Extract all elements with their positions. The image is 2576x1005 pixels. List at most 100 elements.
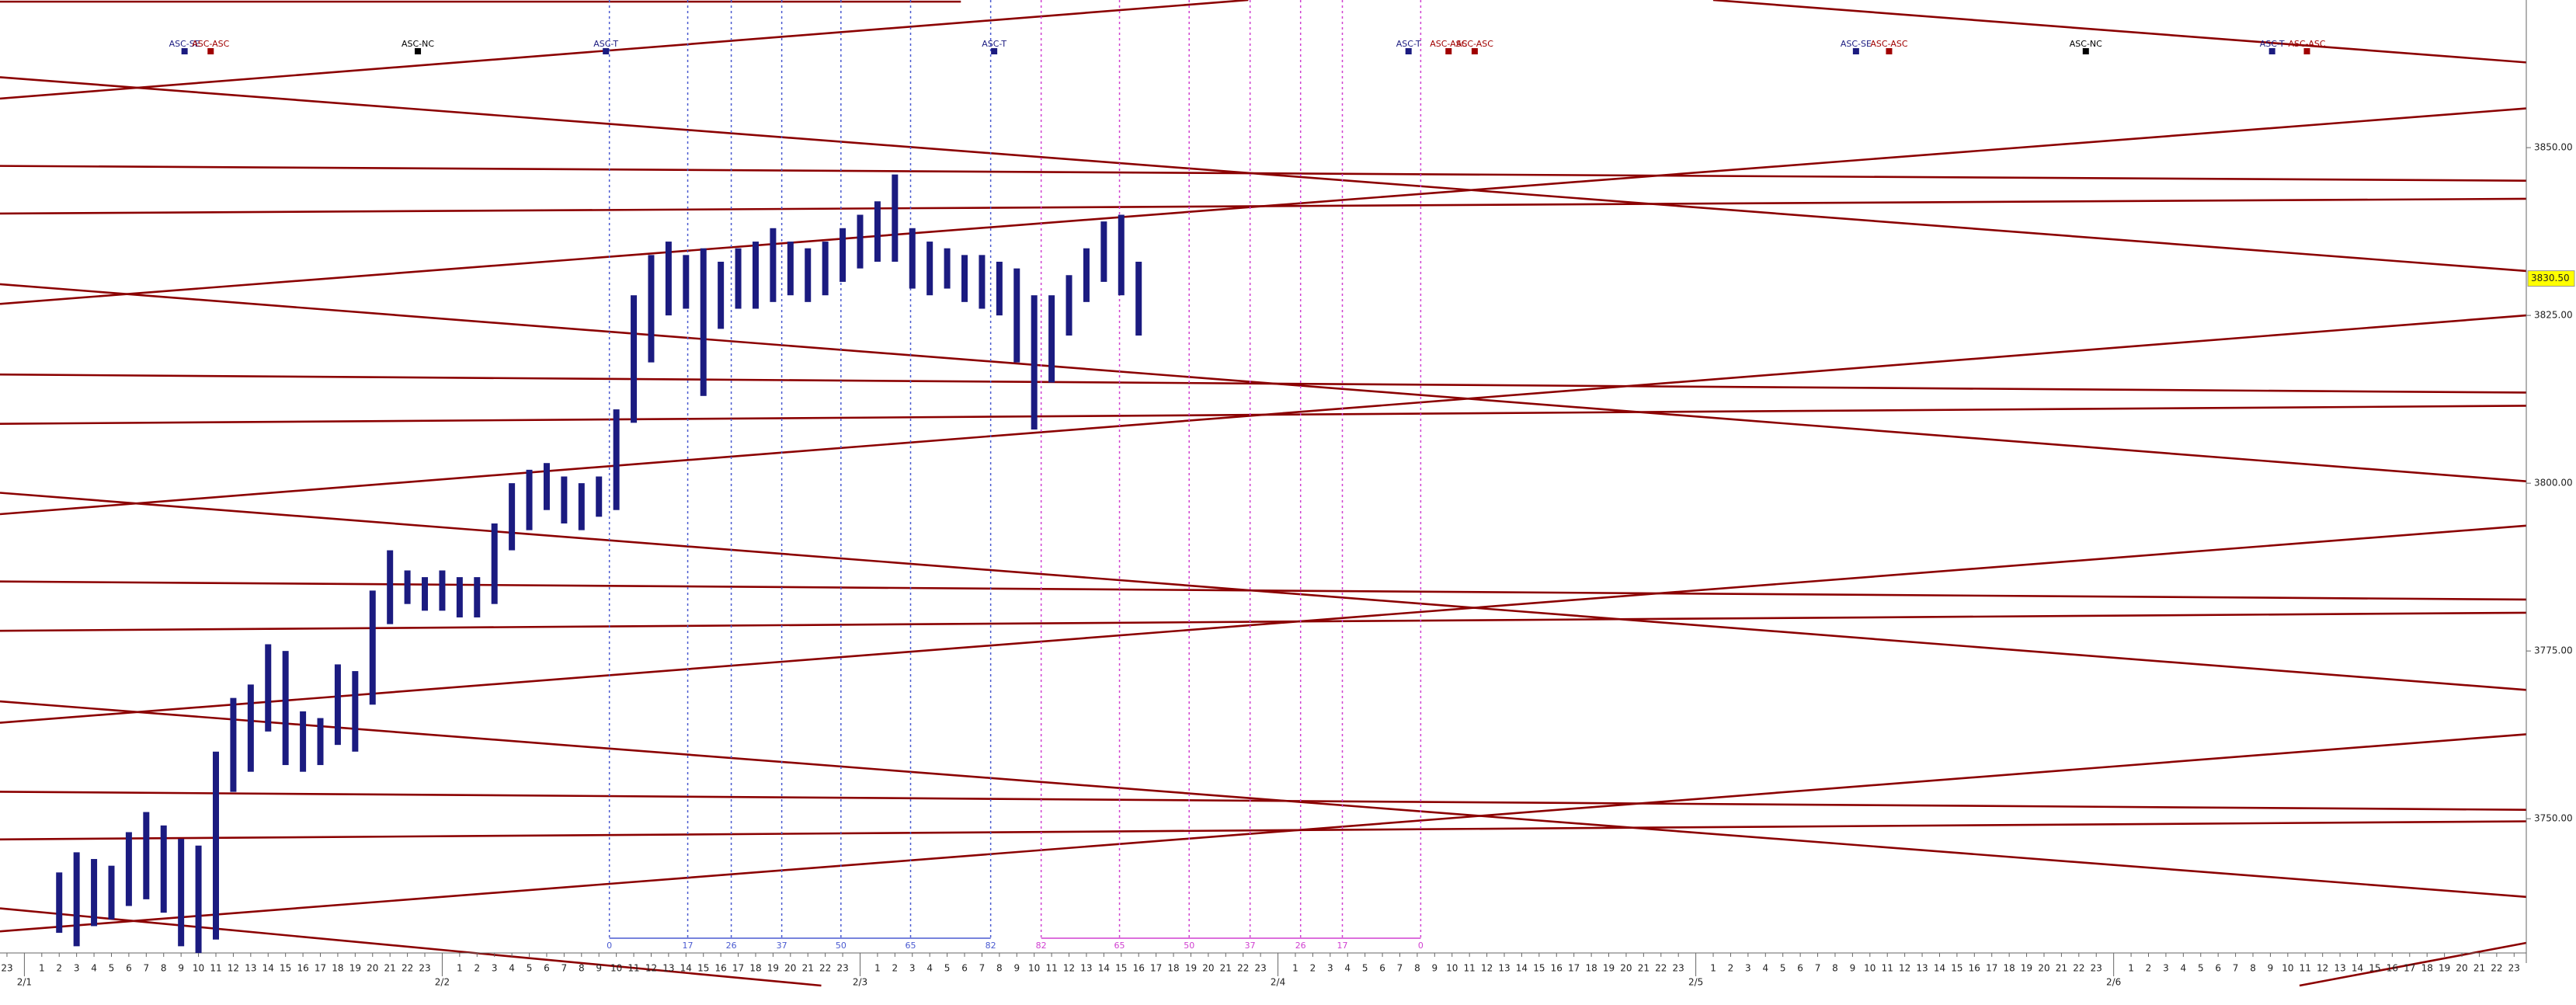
annotation-label: ASC-ASC — [1456, 39, 1493, 49]
y-tick-label: 3750.00 — [2534, 813, 2573, 824]
cycle-label: 26 — [1295, 941, 1306, 951]
x-tick-label: 15 — [1533, 963, 1545, 974]
annotation-marker — [207, 48, 214, 54]
annotation-marker — [415, 48, 422, 54]
trend-line — [0, 611, 2527, 632]
x-tick-label: 22 — [1237, 963, 1249, 974]
x-tick-label: 9 — [2268, 963, 2274, 974]
x-tick-label: 12 — [1063, 963, 1075, 974]
x-tick-label: 3 — [1745, 963, 1751, 974]
x-tick-label: 2 — [1728, 963, 1734, 974]
price-bar — [439, 570, 446, 611]
x-tick-label: 16 — [1133, 963, 1145, 974]
price-bar — [857, 214, 864, 269]
x-tick-label: 22 — [819, 963, 831, 974]
price-bar — [212, 751, 219, 940]
x-tick-label: 7 — [1397, 963, 1403, 974]
cycle-label: 17 — [1337, 941, 1348, 951]
price-bar — [892, 174, 899, 262]
x-tick-label: 10 — [1864, 963, 1876, 974]
annotation-label: ASC-NC — [402, 39, 434, 49]
trend-line — [0, 700, 2527, 899]
price-bar — [1100, 221, 1107, 282]
price-bar — [509, 483, 516, 551]
price-bar — [1118, 214, 1125, 296]
x-tick-label: 13 — [2334, 963, 2345, 974]
x-tick-label: 17 — [315, 963, 326, 974]
x-tick-label: 17 — [1568, 963, 1580, 974]
x-tick-label: 23 — [836, 963, 848, 974]
x-tick-label: 8 — [579, 963, 585, 974]
price-bar — [1135, 261, 1142, 336]
x-tick-label: 20 — [2038, 963, 2049, 974]
x-tick-label: 5 — [1362, 963, 1368, 974]
x-tick-label: 12 — [2317, 963, 2328, 974]
x-tick-label: 16 — [1551, 963, 1563, 974]
x-tick-label: 15 — [697, 963, 709, 974]
x-tick-label: 16 — [715, 963, 727, 974]
cycle-label: 82 — [986, 941, 996, 951]
price-bar — [944, 248, 951, 289]
x-tick-label: 1 — [457, 963, 463, 974]
x-tick-label: 9 — [596, 963, 602, 974]
date-label: 2/2 — [435, 977, 450, 988]
x-tick-label: 12 — [645, 963, 657, 974]
x-tick-label: 14 — [1516, 963, 1528, 974]
trend-line — [0, 0, 1249, 100]
price-bar — [787, 242, 794, 296]
x-tick-label: 8 — [1832, 963, 1838, 974]
annotation-marker — [2082, 48, 2089, 54]
date-label: 2/6 — [2106, 977, 2121, 988]
price-bar — [91, 859, 98, 927]
annotation-label: ASC-T — [982, 39, 1006, 49]
cycle-label: 26 — [726, 941, 737, 951]
x-tick-label: 19 — [767, 963, 779, 974]
price-bar — [474, 577, 481, 617]
x-tick-label: 10 — [2282, 963, 2293, 974]
x-tick-label: 11 — [627, 963, 639, 974]
x-tick-label: 18 — [2004, 963, 2015, 974]
x-tick-label: 11 — [2300, 963, 2311, 974]
x-tick-label: 8 — [161, 963, 167, 974]
x-tick-label: 23 — [419, 963, 430, 974]
x-tick-label: 18 — [749, 963, 761, 974]
x-tick-label: 20 — [367, 963, 378, 974]
y-tick-label: 3775.00 — [2534, 645, 2573, 656]
annotation-marker — [2303, 48, 2310, 54]
x-tick-label: 14 — [680, 963, 692, 974]
x-tick-label: 2 — [56, 963, 62, 974]
price-bar — [1031, 295, 1038, 430]
x-tick-label: 21 — [384, 963, 396, 974]
x-tick-label: 3 — [2163, 963, 2169, 974]
price-bar — [840, 228, 846, 282]
x-tick-label: 18 — [332, 963, 343, 974]
x-tick-label: 16 — [297, 963, 308, 974]
trend-line — [2299, 941, 2527, 987]
x-tick-label: 5 — [109, 963, 115, 974]
price-bar — [543, 463, 550, 510]
x-tick-label: 1 — [1292, 963, 1298, 974]
cycle-label: 0 — [607, 941, 612, 951]
x-tick-label: 19 — [2021, 963, 2032, 974]
annotation-marker — [1852, 48, 1859, 54]
x-tick-label: 3 — [909, 963, 916, 974]
x-tick-label: 10 — [1028, 963, 1040, 974]
price-bar — [195, 845, 202, 953]
annotation-marker — [991, 48, 998, 54]
x-tick-label: 13 — [1916, 963, 1928, 974]
price-bar — [596, 476, 603, 517]
last-price-label: 3830.50 — [2531, 273, 2570, 283]
price-bar — [578, 483, 585, 530]
price-bar — [125, 832, 132, 906]
date-label: 2/1 — [17, 977, 32, 988]
cycle-label: 82 — [1036, 941, 1047, 951]
x-tick-label: 1 — [874, 963, 881, 974]
annotation-marker — [1886, 48, 1893, 54]
annotation-marker — [603, 48, 610, 54]
price-bar — [752, 242, 759, 309]
cycle-label: 50 — [836, 941, 846, 951]
price-bar — [317, 718, 324, 766]
annotation-marker — [2268, 48, 2275, 54]
x-tick-label: 2 — [892, 963, 899, 974]
x-tick-label: 17 — [1986, 963, 1997, 974]
